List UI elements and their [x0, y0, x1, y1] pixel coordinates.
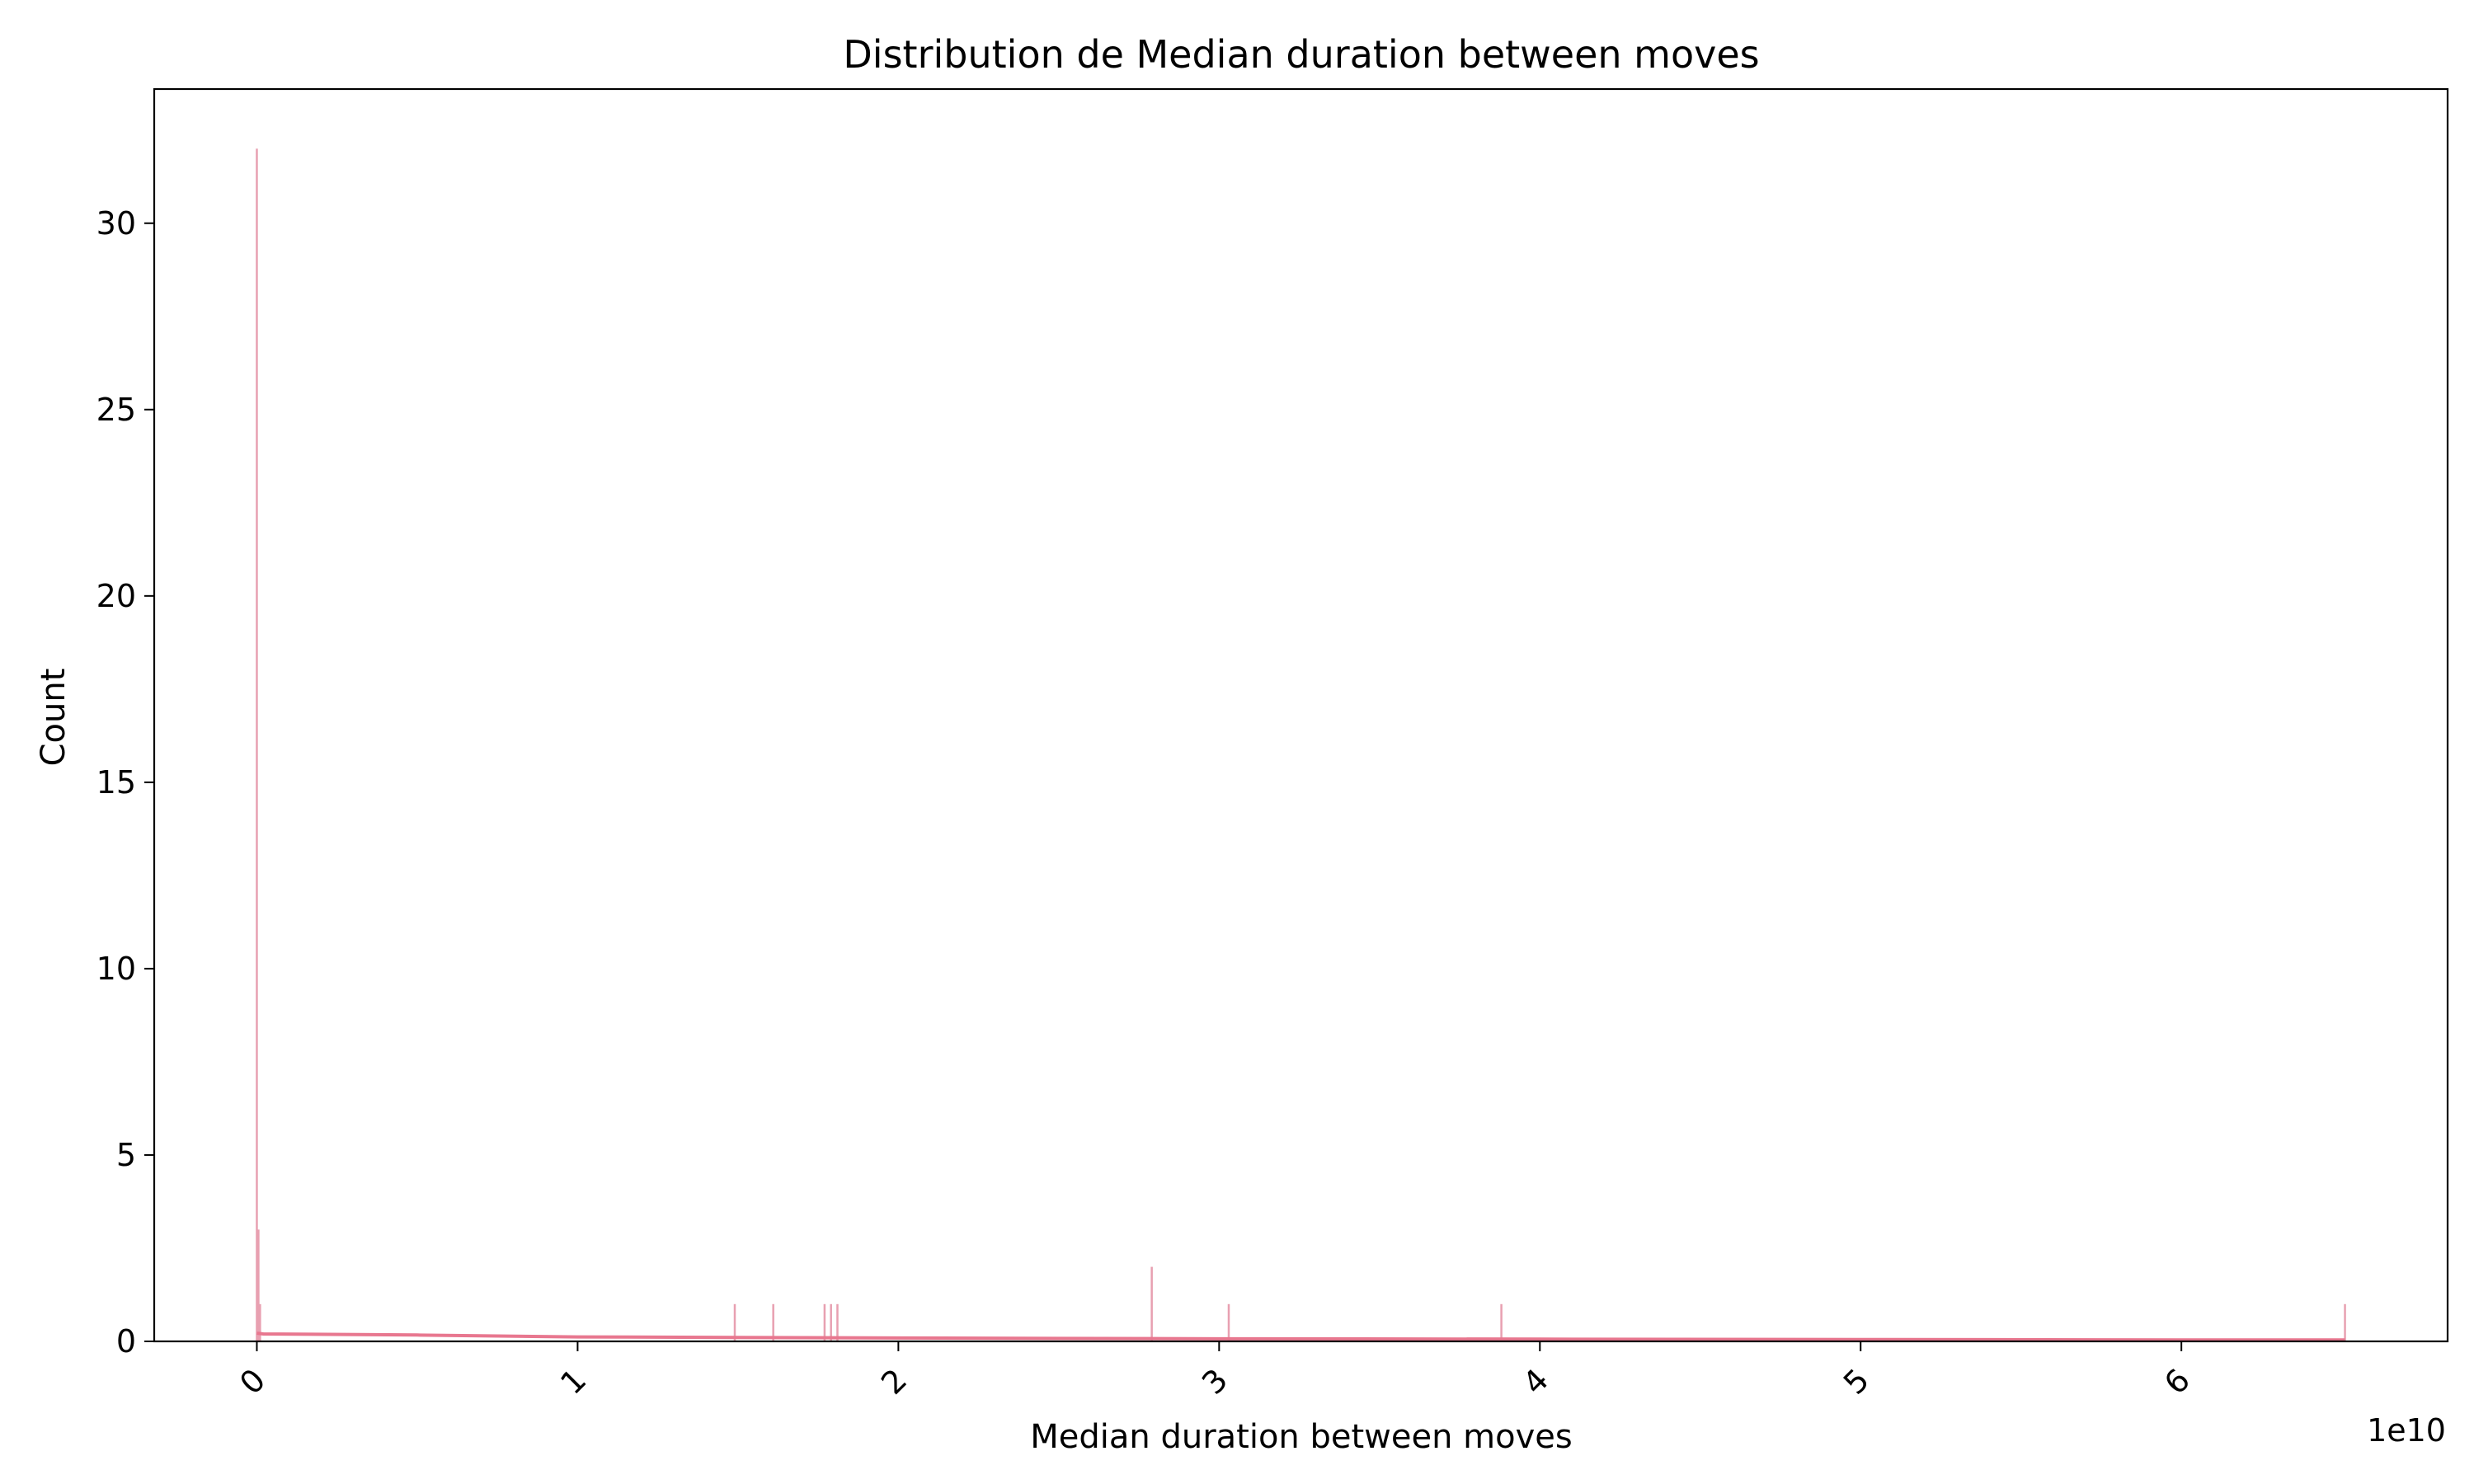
- histogram-bar: [830, 1303, 832, 1341]
- y-axis-label: Count: [35, 669, 73, 767]
- chart-title: Distribution de Median duration between …: [843, 32, 1759, 77]
- histogram-bar: [772, 1303, 774, 1341]
- y-tick-label: 20: [96, 578, 136, 614]
- histogram-bar: [823, 1303, 826, 1341]
- plot-area: 0 1 2 3 4 5 6 0 5 10 15 20 25 30: [96, 87, 2449, 1402]
- histogram-bar: [1500, 1303, 1503, 1341]
- x-tick-label: 0: [233, 1362, 272, 1402]
- y-tick-label: 5: [116, 1137, 136, 1173]
- x-tick-label: 1: [553, 1362, 593, 1402]
- x-tick-label: 3: [1195, 1362, 1235, 1402]
- kde-curve-line: [256, 1331, 2345, 1342]
- x-tick-label: 6: [2157, 1362, 2197, 1402]
- histogram-bar: [257, 1229, 260, 1342]
- x-tick-label: 5: [1837, 1362, 1876, 1402]
- y-tick-label: 15: [96, 764, 136, 801]
- histogram-bar: [256, 148, 258, 1342]
- x-tick-label: 2: [874, 1362, 914, 1402]
- histogram-bar: [836, 1303, 839, 1341]
- y-tick-label: 25: [96, 392, 136, 428]
- y-tick-label: 30: [96, 205, 136, 242]
- x-tick-label: 4: [1516, 1362, 1555, 1402]
- histogram-bar: [733, 1303, 736, 1341]
- x-axis-label: Median duration between moves: [1030, 1418, 1572, 1456]
- histogram-bar: [259, 1303, 261, 1341]
- plot-frame: [153, 87, 2449, 1343]
- y-tick-label: 10: [96, 951, 136, 987]
- histogram-bar: [2344, 1303, 2346, 1341]
- y-tick-label: 0: [116, 1323, 136, 1360]
- histogram-bar: [1150, 1266, 1153, 1341]
- x-axis-offset-label: 1e10: [2367, 1412, 2446, 1449]
- histogram-bar: [1227, 1303, 1230, 1341]
